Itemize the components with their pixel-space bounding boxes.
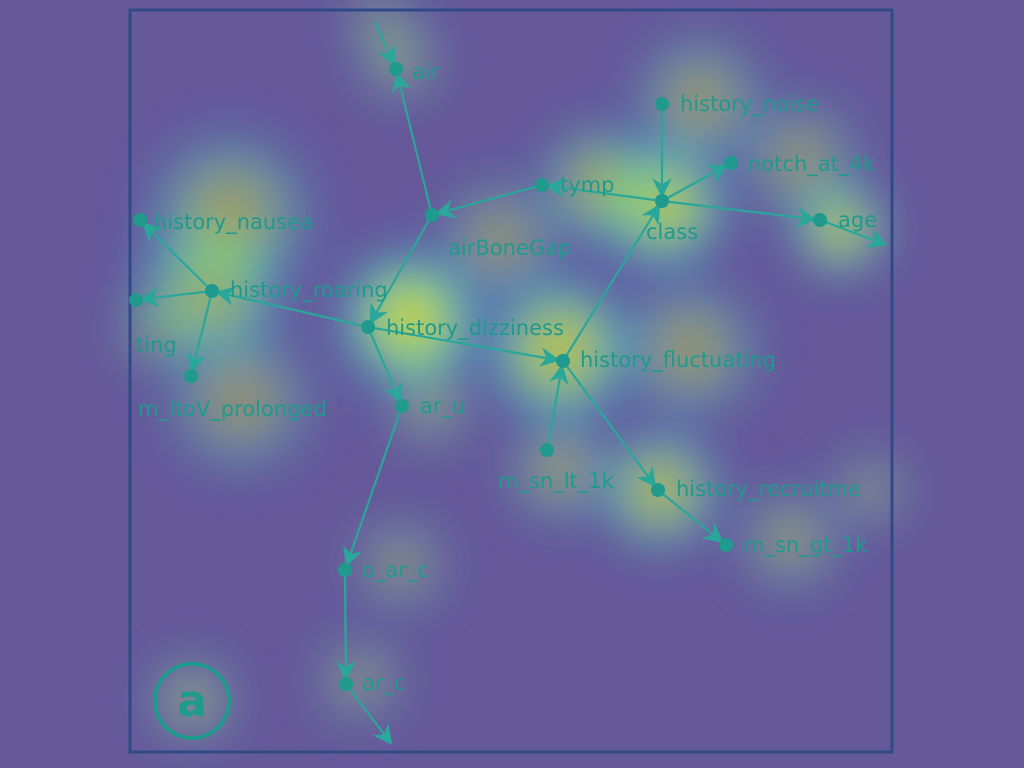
node-history_noise[interactable]: history_noise bbox=[655, 92, 819, 117]
heat-spot bbox=[110, 280, 210, 380]
edge-class-to-tymp bbox=[545, 178, 663, 203]
edge-history_dizziness-to-history_fluctuating bbox=[367, 325, 561, 367]
node-dot bbox=[556, 354, 570, 368]
node-dot bbox=[205, 284, 219, 298]
edge-airBoneGap-to-history_dizziness bbox=[369, 214, 433, 325]
node-dot bbox=[425, 208, 439, 222]
edge-tymp-to-airBoneGap bbox=[434, 183, 543, 219]
node-label: air bbox=[412, 60, 440, 84]
node-label: m_sn_lt_1k bbox=[498, 469, 615, 494]
edge-class-to-age bbox=[661, 199, 817, 228]
node-label: ar_u bbox=[420, 394, 465, 419]
node-label: history_nausea bbox=[154, 210, 313, 235]
node-dot bbox=[389, 62, 403, 76]
node-dot bbox=[339, 677, 353, 691]
node-history_dizziness[interactable]: history_dizziness bbox=[361, 316, 564, 341]
diagram-frame bbox=[128, 8, 894, 754]
edge-ar_c-to-edge_bottom bbox=[345, 683, 393, 746]
node-history_recruitment[interactable]: history_recruitme bbox=[651, 477, 861, 502]
edge-ar_u-to-o_ar_c bbox=[343, 405, 404, 568]
node-dot bbox=[361, 320, 375, 334]
node-dot bbox=[395, 399, 409, 413]
heat-spot bbox=[380, 355, 480, 455]
node-label: o_ar_c bbox=[362, 558, 429, 583]
node-dot bbox=[719, 538, 733, 552]
node-dot bbox=[535, 178, 549, 192]
node-dot bbox=[338, 563, 352, 577]
node-notch_at_4k[interactable]: notch_at_4k bbox=[724, 152, 876, 177]
node-label: history_roaring bbox=[230, 278, 388, 303]
node-dot bbox=[129, 293, 143, 307]
node-history_roaring[interactable]: history_roaring bbox=[205, 278, 388, 303]
edge-age-to-edge_age bbox=[819, 218, 888, 248]
node-ar_u[interactable]: ar_u bbox=[395, 394, 465, 419]
edge-history_roaring-to-m_ltoV_prolonged bbox=[186, 290, 214, 374]
node-label: airBoneGap bbox=[448, 236, 571, 260]
node-ting[interactable]: ting bbox=[129, 293, 177, 357]
panel-letter: a bbox=[177, 676, 207, 727]
node-m_ltoV_prolonged[interactable]: m_ltoV_prolonged bbox=[138, 369, 327, 422]
node-dot bbox=[724, 156, 738, 170]
node-tymp[interactable]: tymp bbox=[535, 173, 614, 197]
edge-history_dizziness-to-ar_u bbox=[366, 326, 403, 404]
heat-spot bbox=[730, 480, 850, 600]
edge-edge_top-to-air bbox=[373, 21, 396, 67]
edge-m_sn_lt_1k-to-history_fluctuating bbox=[545, 363, 569, 451]
node-label: m_ltoV_prolonged bbox=[138, 397, 327, 422]
edge-class-to-notch_at_4k bbox=[661, 164, 729, 202]
edge-group bbox=[139, 21, 888, 746]
heat-spot bbox=[730, 90, 870, 230]
node-label: history_noise bbox=[680, 92, 819, 117]
node-history_fluctuating[interactable]: history_fluctuating bbox=[556, 348, 776, 373]
node-label: notch_at_4k bbox=[748, 152, 876, 177]
node-dot bbox=[655, 97, 669, 111]
heat-spot bbox=[310, 630, 410, 730]
edge-history_fluctuating-to-history_recruitment bbox=[562, 360, 657, 488]
node-airBoneGap[interactable]: airBoneGap bbox=[425, 208, 571, 260]
node-o_ar_c[interactable]: o_ar_c bbox=[338, 558, 429, 583]
node-label: class bbox=[646, 220, 698, 244]
node-label: history_dizziness bbox=[386, 316, 564, 341]
node-ar_c[interactable]: ar_c bbox=[339, 671, 406, 696]
edge-history_roaring-to-ting bbox=[139, 287, 213, 308]
edge-history_dizziness-to-history_roaring bbox=[214, 286, 369, 329]
node-history_nausea[interactable]: history_nausea bbox=[133, 210, 313, 235]
node-label: ting bbox=[136, 333, 177, 357]
edge-history_fluctuating-to-class bbox=[562, 203, 661, 362]
heat-spot bbox=[610, 270, 770, 430]
node-dot bbox=[540, 443, 554, 457]
node-dot bbox=[184, 369, 198, 383]
node-dot bbox=[813, 213, 827, 227]
node-label: history_fluctuating bbox=[580, 348, 776, 373]
node-label: history_recruitme bbox=[676, 477, 861, 502]
node-m_sn_gt_1k[interactable]: m_sn_gt_1k bbox=[719, 533, 868, 558]
node-age[interactable]: age bbox=[813, 208, 877, 232]
heat-spot bbox=[500, 410, 620, 530]
node-dot bbox=[651, 483, 665, 497]
heat-spot bbox=[345, 510, 455, 620]
node-label: ar_c bbox=[362, 671, 406, 696]
node-dot bbox=[133, 213, 147, 227]
node-m_sn_lt_1k[interactable]: m_sn_lt_1k bbox=[498, 443, 615, 494]
node-label: age bbox=[838, 208, 877, 232]
node-air[interactable]: air bbox=[389, 60, 440, 84]
node-label: tymp bbox=[560, 173, 614, 197]
edge-history_roaring-to-history_nausea bbox=[142, 222, 213, 292]
node-label: m_sn_gt_1k bbox=[744, 533, 868, 558]
edge-airBoneGap-to-air bbox=[391, 71, 434, 216]
panel-label-circle bbox=[153, 662, 231, 740]
edge-history_recruitment-to-m_sn_gt_1k bbox=[657, 489, 724, 544]
node-class[interactable]: class bbox=[646, 194, 698, 244]
edge-o_ar_c-to-ar_c bbox=[335, 569, 356, 681]
panel-label: a bbox=[153, 662, 231, 740]
node-dot bbox=[655, 194, 669, 208]
